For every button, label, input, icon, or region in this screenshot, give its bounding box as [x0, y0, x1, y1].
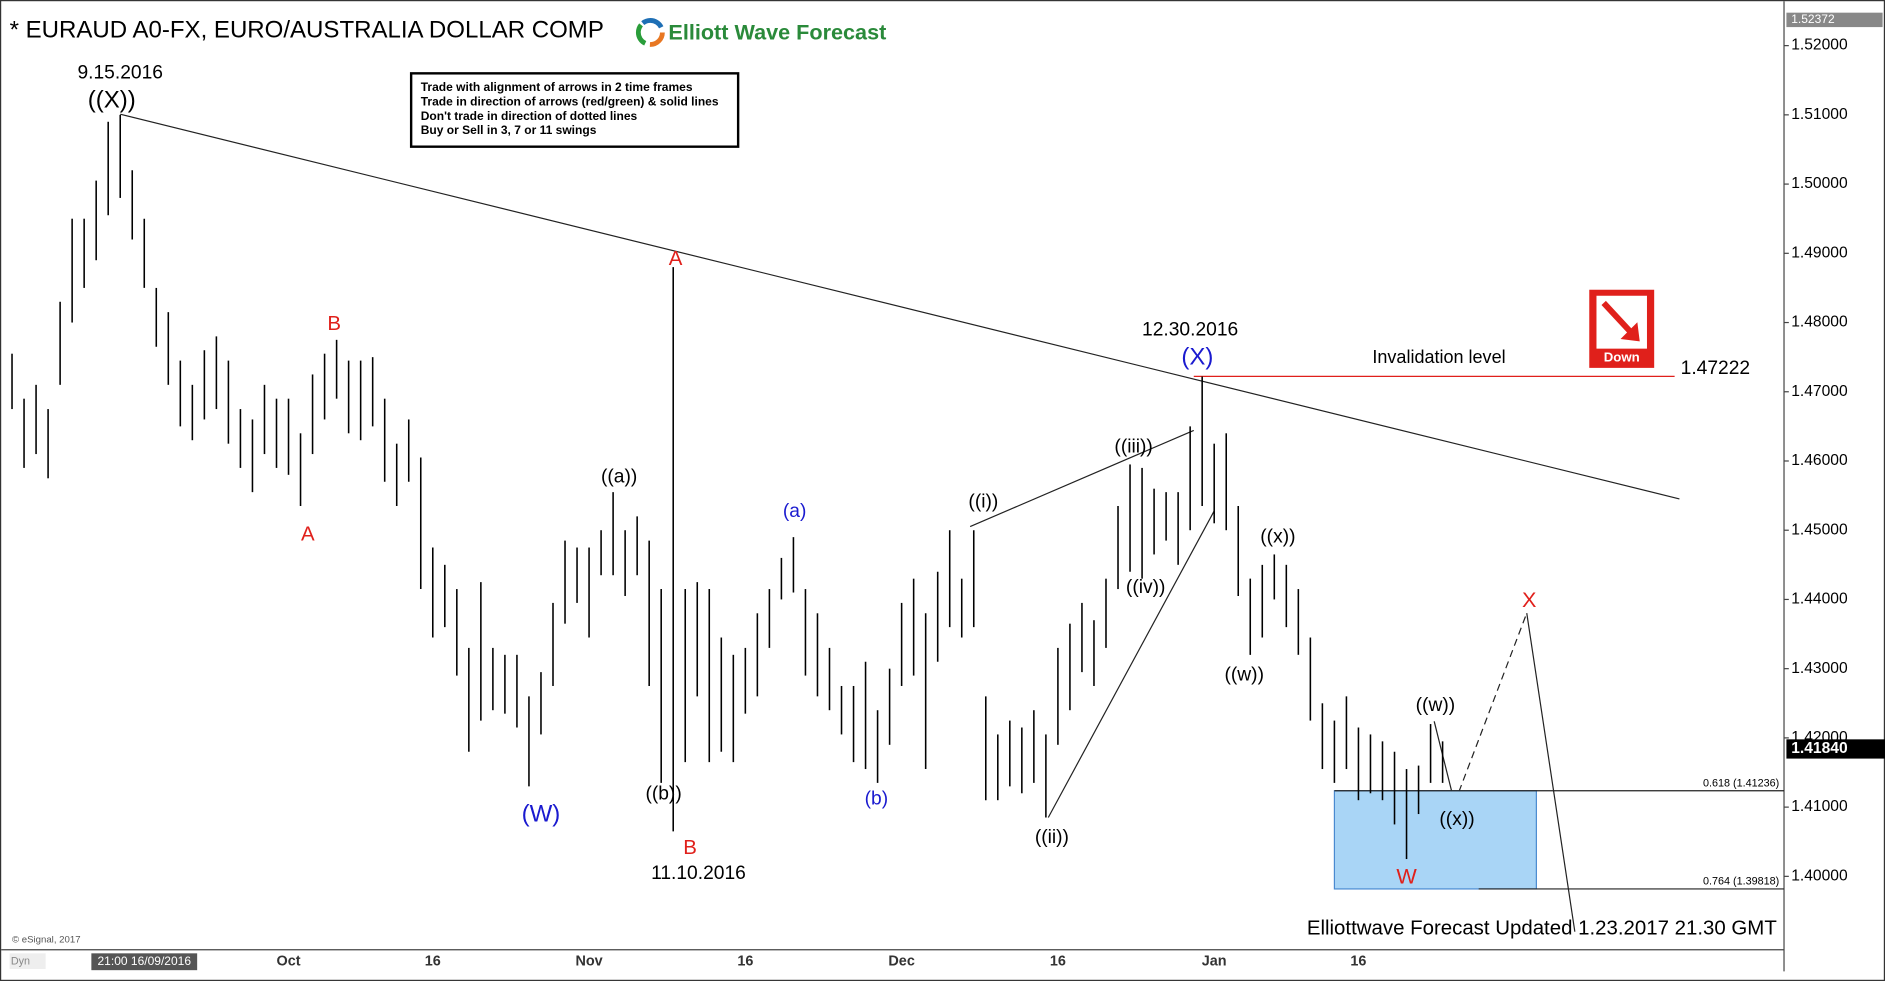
x-tick-label: Oct — [277, 954, 301, 970]
x-tick-label: Dec — [888, 954, 914, 970]
y-tick-label: 1.40000 — [1791, 867, 1848, 884]
y-tick-label: 1.49000 — [1791, 244, 1848, 261]
y-tick-label: 1.52000 — [1791, 37, 1848, 54]
fib-label: 0.764 (1.39818) — [1703, 876, 1779, 888]
wave-label: (a) — [783, 501, 807, 522]
fib-label: 0.618 (1.41236) — [1703, 777, 1779, 789]
wedge-upper — [969, 429, 1194, 528]
wave-label: ((a)) — [601, 466, 637, 487]
y-tick-label: 1.47000 — [1791, 383, 1848, 400]
wave-label: 9.15.2016 — [77, 62, 163, 83]
wave-label: 11.10.2016 — [651, 863, 746, 884]
wave-label: A — [669, 248, 683, 270]
corner-box — [9, 953, 46, 969]
x-tick-label: Jan — [1202, 954, 1227, 970]
wave-label: ((ii)) — [1035, 827, 1069, 848]
copyright: © eSignal, 2017 — [12, 935, 81, 946]
x-tick-label: 16 — [1050, 954, 1066, 970]
projection-line — [1526, 613, 1576, 932]
x-tick-label: Nov — [575, 954, 602, 970]
footer: Elliottwave Forecast Updated 1.23.2017 2… — [1307, 918, 1777, 940]
trend-line — [120, 113, 1680, 500]
wave-label: ((i)) — [968, 492, 998, 513]
wave-label: (W) — [522, 800, 561, 827]
last-price-label: 1.41840 — [1791, 740, 1848, 757]
wave-label: ((x)) — [1260, 526, 1295, 547]
wave-label: 12.30.2016 — [1142, 320, 1238, 341]
target-zone — [1333, 790, 1537, 890]
chart-title: * EURAUD A0-FX, EURO/AUSTRALIA DOLLAR CO… — [10, 17, 604, 44]
wave-label: B — [683, 837, 697, 859]
corner-label: Dyn — [11, 956, 30, 968]
top-price-box — [1786, 12, 1883, 28]
y-tick-label: 1.44000 — [1791, 591, 1848, 608]
wave-label: B — [327, 313, 341, 335]
rule-line: Don't trade in direction of dotted lines — [421, 109, 638, 123]
rule-line: Trade with alignment of arrows in 2 time… — [421, 80, 693, 94]
x-tick-label: 16 — [1350, 954, 1366, 970]
y-tick-label: 1.46000 — [1791, 452, 1848, 469]
wave-label: (b) — [865, 789, 889, 810]
rules-box — [409, 72, 740, 148]
wave-label: ((iv)) — [1126, 577, 1165, 598]
wave-label: X — [1522, 587, 1536, 612]
wave-label: (X) — [1181, 344, 1213, 371]
wave-label: ((X)) — [88, 86, 136, 113]
crosshair-date: 21:00 16/09/2016 — [97, 954, 191, 968]
wedge-lower — [1047, 510, 1215, 818]
y-tick-label: 1.45000 — [1791, 521, 1848, 538]
wave-label: A — [301, 523, 315, 545]
rule-line: Buy or Sell in 3, 7 or 11 swings — [421, 123, 597, 137]
wave-label: ((w)) — [1225, 665, 1264, 686]
rule-line: Trade in direction of arrows (red/green)… — [421, 94, 719, 108]
crosshair-date-box — [91, 953, 198, 971]
x-tick-label: 16 — [425, 954, 441, 970]
path-line — [1433, 721, 1456, 804]
logo-text: Elliott Wave Forecast — [668, 19, 886, 44]
wave-label: ((x)) — [1439, 809, 1474, 830]
y-tick-label: 1.41000 — [1791, 798, 1848, 815]
wave-label: ((b)) — [645, 784, 681, 805]
y-tick-label: 1.51000 — [1791, 106, 1848, 123]
y-tick-label: 1.48000 — [1791, 314, 1848, 331]
last-price-box — [1786, 739, 1885, 759]
invalidation-text: Invalidation level — [1372, 347, 1505, 367]
projection-line — [1454, 612, 1528, 804]
x-tick-label: 16 — [737, 954, 753, 970]
y-tick-label: 1.43000 — [1791, 660, 1848, 677]
wave-label: ((iii)) — [1114, 436, 1152, 457]
signal-label: Down — [1604, 350, 1640, 365]
invalidation-value: 1.47222 — [1681, 358, 1750, 379]
wave-label: W — [1396, 863, 1417, 888]
down-icon — [1589, 289, 1655, 368]
y-tick-label: 1.50000 — [1791, 175, 1848, 192]
top-price-label: 1.52372 — [1791, 12, 1835, 26]
wave-label: ((w)) — [1416, 695, 1455, 716]
